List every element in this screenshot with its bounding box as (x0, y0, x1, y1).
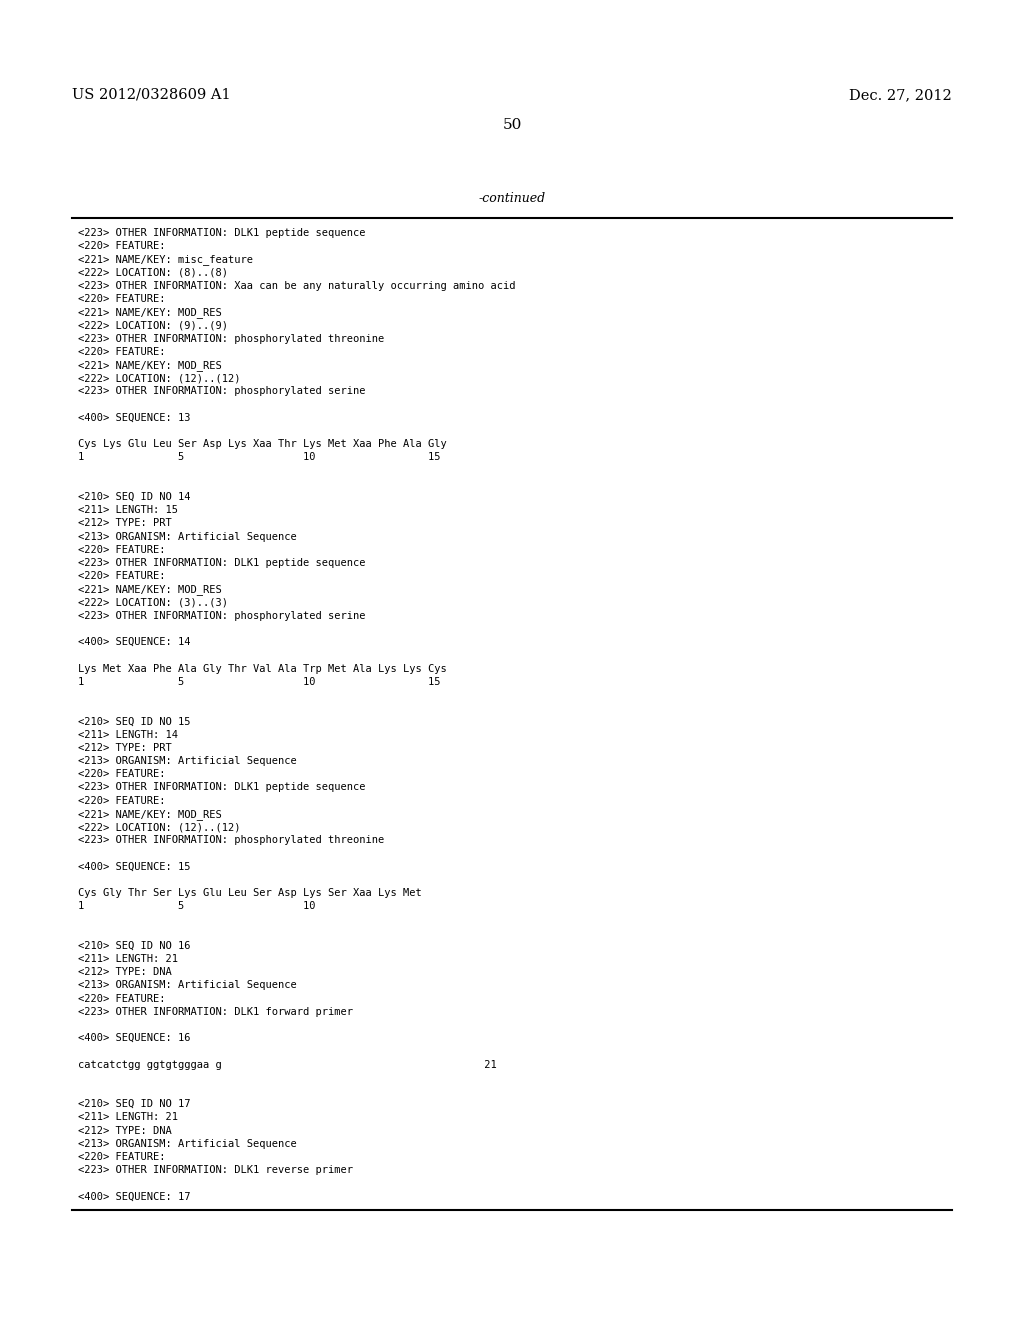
Text: <222> LOCATION: (3)..(3): <222> LOCATION: (3)..(3) (78, 598, 228, 607)
Text: US 2012/0328609 A1: US 2012/0328609 A1 (72, 88, 230, 102)
Text: <223> OTHER INFORMATION: DLK1 forward primer: <223> OTHER INFORMATION: DLK1 forward pr… (78, 1007, 353, 1016)
Text: <400> SEQUENCE: 15: <400> SEQUENCE: 15 (78, 862, 190, 871)
Text: <221> NAME/KEY: MOD_RES: <221> NAME/KEY: MOD_RES (78, 308, 222, 318)
Text: <220> FEATURE:: <220> FEATURE: (78, 242, 166, 251)
Text: <221> NAME/KEY: MOD_RES: <221> NAME/KEY: MOD_RES (78, 809, 222, 820)
Text: <400> SEQUENCE: 14: <400> SEQUENCE: 14 (78, 638, 190, 647)
Text: <210> SEQ ID NO 16: <210> SEQ ID NO 16 (78, 941, 190, 950)
Text: <220> FEATURE:: <220> FEATURE: (78, 994, 166, 1003)
Text: <212> TYPE: PRT: <212> TYPE: PRT (78, 743, 172, 752)
Text: <220> FEATURE:: <220> FEATURE: (78, 770, 166, 779)
Text: catcatctgg ggtgtgggaa g                                          21: catcatctgg ggtgtgggaa g 21 (78, 1060, 497, 1069)
Text: <222> LOCATION: (12)..(12): <222> LOCATION: (12)..(12) (78, 374, 241, 383)
Text: <210> SEQ ID NO 15: <210> SEQ ID NO 15 (78, 717, 190, 726)
Text: <223> OTHER INFORMATION: DLK1 peptide sequence: <223> OTHER INFORMATION: DLK1 peptide se… (78, 783, 366, 792)
Text: <212> TYPE: DNA: <212> TYPE: DNA (78, 968, 172, 977)
Text: <213> ORGANISM: Artificial Sequence: <213> ORGANISM: Artificial Sequence (78, 756, 297, 766)
Text: <221> NAME/KEY: MOD_RES: <221> NAME/KEY: MOD_RES (78, 585, 222, 595)
Text: <212> TYPE: PRT: <212> TYPE: PRT (78, 519, 172, 528)
Text: <220> FEATURE:: <220> FEATURE: (78, 545, 166, 554)
Text: Cys Gly Thr Ser Lys Glu Leu Ser Asp Lys Ser Xaa Lys Met: Cys Gly Thr Ser Lys Glu Leu Ser Asp Lys … (78, 888, 422, 898)
Text: <223> OTHER INFORMATION: phosphorylated threonine: <223> OTHER INFORMATION: phosphorylated … (78, 334, 384, 343)
Text: <213> ORGANISM: Artificial Sequence: <213> ORGANISM: Artificial Sequence (78, 981, 297, 990)
Text: <220> FEATURE:: <220> FEATURE: (78, 347, 166, 356)
Text: Lys Met Xaa Phe Ala Gly Thr Val Ala Trp Met Ala Lys Lys Cys: Lys Met Xaa Phe Ala Gly Thr Val Ala Trp … (78, 664, 446, 673)
Text: <221> NAME/KEY: misc_feature: <221> NAME/KEY: misc_feature (78, 255, 253, 265)
Text: <400> SEQUENCE: 13: <400> SEQUENCE: 13 (78, 413, 190, 422)
Text: <223> OTHER INFORMATION: DLK1 peptide sequence: <223> OTHER INFORMATION: DLK1 peptide se… (78, 228, 366, 238)
Text: <222> LOCATION: (8)..(8): <222> LOCATION: (8)..(8) (78, 268, 228, 277)
Text: -continued: -continued (478, 191, 546, 205)
Text: <220> FEATURE:: <220> FEATURE: (78, 1152, 166, 1162)
Text: <222> LOCATION: (12)..(12): <222> LOCATION: (12)..(12) (78, 822, 241, 832)
Text: <210> SEQ ID NO 17: <210> SEQ ID NO 17 (78, 1100, 190, 1109)
Text: <223> OTHER INFORMATION: phosphorylated serine: <223> OTHER INFORMATION: phosphorylated … (78, 611, 366, 620)
Text: <220> FEATURE:: <220> FEATURE: (78, 572, 166, 581)
Text: <400> SEQUENCE: 17: <400> SEQUENCE: 17 (78, 1192, 190, 1201)
Text: <211> LENGTH: 21: <211> LENGTH: 21 (78, 1113, 178, 1122)
Text: <223> OTHER INFORMATION: DLK1 reverse primer: <223> OTHER INFORMATION: DLK1 reverse pr… (78, 1166, 353, 1175)
Text: <213> ORGANISM: Artificial Sequence: <213> ORGANISM: Artificial Sequence (78, 532, 297, 541)
Text: 1               5                   10                  15: 1 5 10 15 (78, 677, 440, 686)
Text: Cys Lys Glu Leu Ser Asp Lys Xaa Thr Lys Met Xaa Phe Ala Gly: Cys Lys Glu Leu Ser Asp Lys Xaa Thr Lys … (78, 440, 446, 449)
Text: Dec. 27, 2012: Dec. 27, 2012 (849, 88, 952, 102)
Text: <223> OTHER INFORMATION: DLK1 peptide sequence: <223> OTHER INFORMATION: DLK1 peptide se… (78, 558, 366, 568)
Text: 1               5                   10                  15: 1 5 10 15 (78, 453, 440, 462)
Text: <400> SEQUENCE: 16: <400> SEQUENCE: 16 (78, 1034, 190, 1043)
Text: <211> LENGTH: 21: <211> LENGTH: 21 (78, 954, 178, 964)
Text: <213> ORGANISM: Artificial Sequence: <213> ORGANISM: Artificial Sequence (78, 1139, 297, 1148)
Text: <211> LENGTH: 15: <211> LENGTH: 15 (78, 506, 178, 515)
Text: <220> FEATURE:: <220> FEATURE: (78, 294, 166, 304)
Text: <210> SEQ ID NO 14: <210> SEQ ID NO 14 (78, 492, 190, 502)
Text: 50: 50 (503, 117, 521, 132)
Text: <212> TYPE: DNA: <212> TYPE: DNA (78, 1126, 172, 1135)
Text: <211> LENGTH: 14: <211> LENGTH: 14 (78, 730, 178, 739)
Text: <223> OTHER INFORMATION: phosphorylated serine: <223> OTHER INFORMATION: phosphorylated … (78, 387, 366, 396)
Text: <223> OTHER INFORMATION: phosphorylated threonine: <223> OTHER INFORMATION: phosphorylated … (78, 836, 384, 845)
Text: <222> LOCATION: (9)..(9): <222> LOCATION: (9)..(9) (78, 321, 228, 330)
Text: <223> OTHER INFORMATION: Xaa can be any naturally occurring amino acid: <223> OTHER INFORMATION: Xaa can be any … (78, 281, 515, 290)
Text: <221> NAME/KEY: MOD_RES: <221> NAME/KEY: MOD_RES (78, 360, 222, 371)
Text: <220> FEATURE:: <220> FEATURE: (78, 796, 166, 805)
Text: 1               5                   10: 1 5 10 (78, 902, 315, 911)
